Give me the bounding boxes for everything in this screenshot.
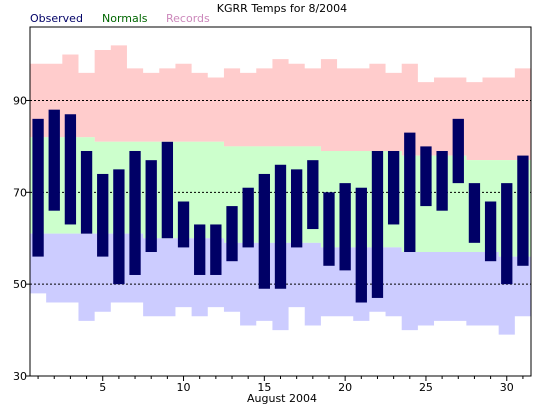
chart-title: KGRR Temps for 8/2004 <box>217 2 347 15</box>
observed-bar-day-3 <box>64 114 77 225</box>
axes: 30 50 70 90 5 10 15 20 25 30 <box>13 26 532 394</box>
legend-records: Records <box>166 12 210 25</box>
observed-bar-day-11 <box>194 224 206 275</box>
observed-bar-day-13 <box>226 206 238 262</box>
observed-bar-day-19 <box>323 192 335 266</box>
observed-bar-day-27 <box>452 118 464 184</box>
observed-bar-day-17 <box>291 169 303 248</box>
observed-bar-day-9 <box>161 141 174 239</box>
y-tick-label-70: 70 <box>13 186 27 199</box>
observed-bar-day-12 <box>210 224 222 275</box>
x-tick-label-25: 25 <box>419 381 433 394</box>
observed-bar-day-25 <box>420 146 432 207</box>
observed-bar-day-22 <box>371 150 384 298</box>
observed-bar-day-18 <box>307 160 319 230</box>
observed-bar-day-15 <box>258 173 270 289</box>
observed-bar-day-4 <box>80 150 93 234</box>
legend-normals: Normals <box>102 12 148 25</box>
x-tick-label-30: 30 <box>500 381 514 394</box>
record-high-band <box>30 45 531 161</box>
plot-area <box>30 45 531 335</box>
observed-bar-day-28 <box>468 183 481 243</box>
legend: Observed Normals Records <box>30 12 210 25</box>
observed-bar-day-31 <box>517 155 529 266</box>
x-tick-label-20: 20 <box>338 381 352 394</box>
observed-bar-day-20 <box>339 183 351 271</box>
x-axis-label: August 2004 <box>247 392 317 405</box>
observed-bar-day-7 <box>129 150 141 275</box>
legend-observed: Observed <box>30 12 83 25</box>
observed-bar-day-1 <box>32 118 44 257</box>
observed-bar-day-10 <box>177 201 190 248</box>
observed-bar-day-14 <box>242 187 254 248</box>
observed-bar-day-5 <box>97 173 109 257</box>
observed-bar-day-23 <box>387 150 400 225</box>
observed-bar-day-21 <box>355 187 367 303</box>
observed-bar-day-2 <box>48 109 60 211</box>
y-tick-label-30: 30 <box>13 370 27 383</box>
observed-bar-day-26 <box>436 150 448 211</box>
x-tick-label-5: 5 <box>99 381 106 394</box>
observed-bar-day-29 <box>484 201 497 262</box>
observed-bar-day-8 <box>145 160 157 253</box>
observed-bar-day-24 <box>404 132 416 253</box>
x-tick-label-10: 10 <box>177 381 191 394</box>
observed-bar-day-16 <box>274 164 287 289</box>
observed-bar-day-30 <box>501 183 513 285</box>
y-tick-label-90: 90 <box>13 94 27 107</box>
observed-bar-day-6 <box>113 169 125 285</box>
y-tick-label-50: 50 <box>13 278 27 291</box>
x-tick-label-15: 15 <box>257 381 271 394</box>
